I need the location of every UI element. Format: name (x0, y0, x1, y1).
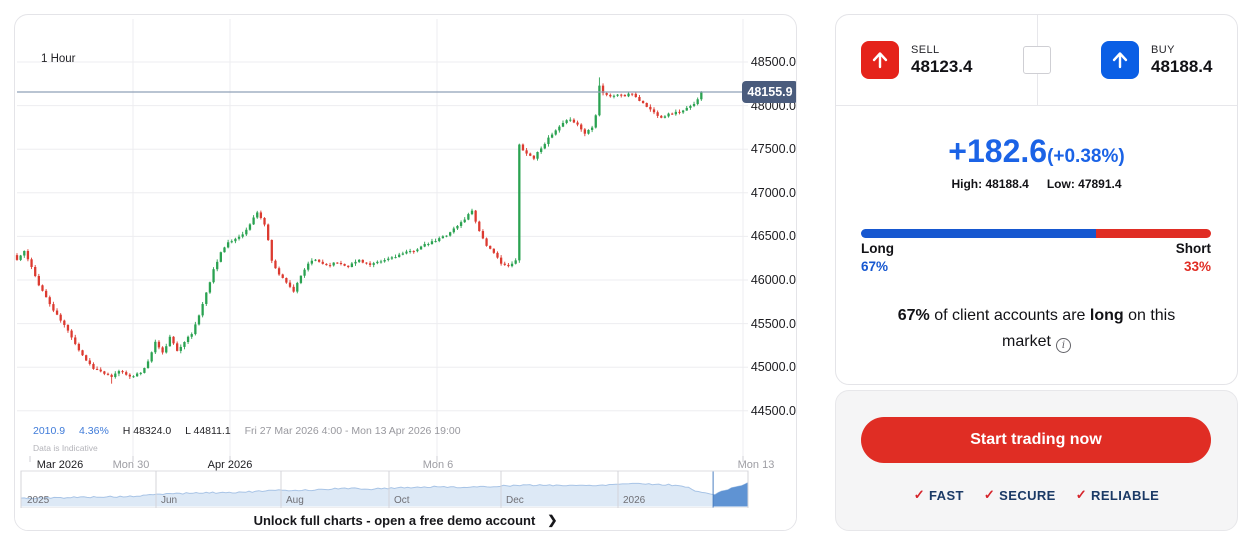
x-axis-label: Mon 6 (422, 459, 454, 471)
info-icon[interactable]: i (1055, 338, 1071, 353)
sentiment-short-segment (1095, 229, 1211, 238)
trust-badge-label: RELIABLE (1091, 487, 1160, 503)
sentence-mid: of client accounts are (929, 307, 1090, 324)
trust-badge-label: FAST (929, 487, 964, 503)
sell-arrow-up-icon (861, 41, 899, 79)
sentence-percent: 67% (897, 307, 930, 324)
start-trading-button[interactable]: Start trading now (861, 417, 1211, 463)
sentiment-labels: Long Short (861, 241, 1211, 256)
range-low: L 44811.1 (185, 425, 231, 437)
change-percent: (+0.38%) (1047, 146, 1125, 167)
short-label: Short (1175, 241, 1211, 256)
sell-label: SELL (911, 43, 940, 56)
day-high: High: 48188.4 (951, 177, 1029, 191)
candlestick-chart[interactable]: 2025 Jun Aug Oct Dec 2026 (15, 15, 796, 530)
x-axis-label: Mon 13 (737, 459, 775, 471)
navigator-label: Oct (394, 495, 410, 506)
y-axis-label: 45000.0 (750, 360, 796, 375)
y-axis-label: 47500.0 (750, 142, 796, 157)
check-icon: ✓ (983, 487, 996, 502)
check-icon: ✓ (1075, 487, 1088, 502)
client-sentiment-sentence: 67% of client accounts are long on this … (872, 303, 1202, 355)
sentiment-percents: 67% 33% (861, 259, 1211, 274)
current-price-badge: 48155.9 (742, 81, 796, 103)
short-percent: 33% (1183, 259, 1211, 274)
trust-badge-label: SECURE (999, 487, 1056, 503)
sell-button[interactable]: SELL 48123.4 (861, 41, 972, 79)
y-axis-label: 45500.0 (750, 316, 796, 331)
daily-change: +182.6(+0.38%) (836, 133, 1237, 170)
y-axis-label: 47000.0 (750, 185, 796, 200)
buy-button[interactable]: BUY 48188.4 (1101, 41, 1212, 79)
navigator-label: Aug (286, 495, 304, 506)
y-axis-label: 44500.0 (750, 403, 796, 418)
y-axis-label: 46000.0 (750, 273, 796, 287)
sentiment-bar (861, 229, 1211, 238)
navigator-label: Dec (506, 495, 524, 506)
unlock-link[interactable]: Unlock full charts - open a free demo ac… (15, 508, 796, 530)
chart-widget: 2025 Jun Aug Oct Dec 2026 1 Hour 48500.0 48000… (14, 14, 797, 531)
date-range: Fri 27 Mar 2026 4:00 - Mon 13 Apr 2026 1… (244, 425, 461, 437)
check-icon: ✓ (913, 487, 926, 502)
trust-badge: ✓ SECURE (984, 487, 1056, 503)
high-low-row: High: 48188.4 Low: 47891.4 (836, 177, 1237, 191)
trust-badges: ✓ FAST ✓ SECURE ✓ RELIABLE (836, 487, 1237, 503)
buy-arrow-up-icon (1101, 41, 1139, 79)
range-change-value: 2010.9 (33, 425, 66, 437)
buy-label: BUY (1151, 43, 1175, 56)
y-axis-label: 48500.0 (750, 55, 796, 69)
trade-panel: SELL 48123.4 BUY 48188.4 +182.6(+0.38%) … (835, 14, 1238, 385)
timeframe-label: 1 Hour (41, 53, 76, 65)
indicative-note: Data is Indicative (33, 443, 98, 453)
trust-badge: ✓ FAST (914, 487, 964, 503)
navigator-label: Jun (161, 495, 177, 506)
unlock-text: Unlock full charts - open a free demo ac… (253, 512, 536, 528)
range-high: H 48324.0 (122, 425, 172, 437)
x-axis-label: Mar 2026 (36, 459, 84, 471)
chart-info-row: 2010.9 4.36% H 48324.0 L 44811.1 Fri 27 … (33, 425, 472, 437)
sentence-tail: on this market (1002, 307, 1176, 350)
x-axis-label: Mon 30 (112, 459, 150, 471)
day-low: Low: 47891.4 (1046, 177, 1122, 191)
trust-badge: ✓ RELIABLE (1076, 487, 1160, 503)
cta-panel: Start trading now ✓ FAST ✓ SECURE ✓ RELIABLE (835, 390, 1238, 531)
x-axis-label: Apr 2026 (207, 459, 253, 471)
chevron-right-icon: ❯ (547, 513, 558, 527)
sell-price: 48123.4 (911, 56, 973, 76)
long-label: Long (861, 241, 894, 256)
spread-box (1023, 46, 1051, 74)
change-value: +182.6 (948, 133, 1048, 169)
navigator-label: 2026 (623, 495, 646, 506)
long-percent: 67% (861, 259, 889, 274)
y-axis-label: 46500.0 (750, 229, 796, 244)
buy-price: 48188.4 (1151, 56, 1213, 76)
sentence-long-word: long (1089, 307, 1124, 324)
range-change-percent: 4.36% (79, 425, 109, 437)
sentiment-long-segment (861, 229, 1096, 238)
quote-row: SELL 48123.4 BUY 48188.4 (836, 15, 1237, 106)
navigator-label: 2025 (27, 495, 50, 506)
